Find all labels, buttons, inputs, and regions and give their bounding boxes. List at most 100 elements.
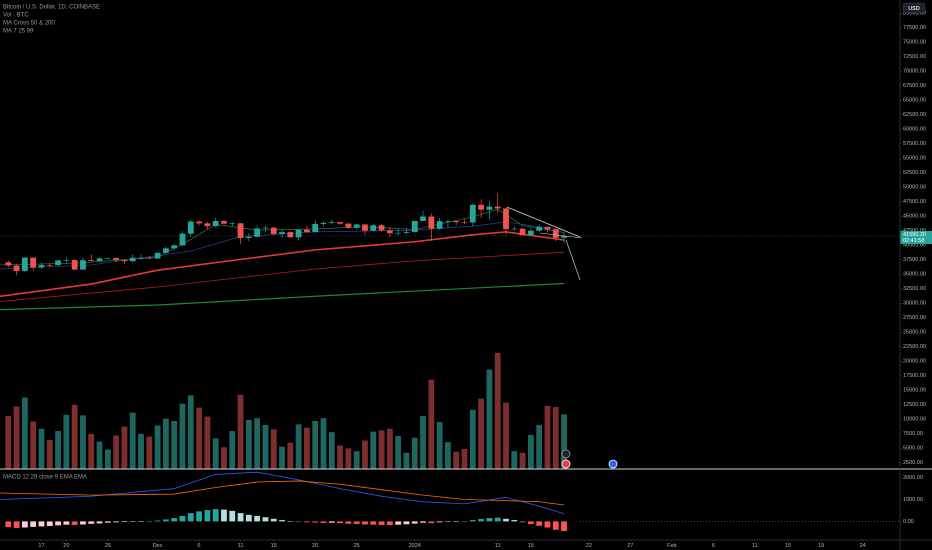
y-tick-label: 15000.00	[903, 388, 926, 394]
volume-bar	[478, 398, 485, 469]
candle-body	[362, 224, 368, 231]
macd-histogram-bar	[461, 521, 468, 522]
macd-histogram-bar	[187, 513, 194, 522]
candle-body	[420, 216, 426, 221]
macd-histogram-bar	[395, 521, 402, 525]
countdown-label: 02:41:58	[903, 238, 924, 244]
volume-bar	[63, 414, 70, 469]
volume-bar	[411, 437, 418, 469]
currency-button[interactable]	[902, 2, 926, 14]
macd-histogram-bar	[561, 521, 567, 532]
macd-title: MACD 12 26 close 9 EMA EMA	[3, 475, 87, 481]
volume-bar	[171, 420, 178, 469]
y-tick-label: 80000.00	[903, 11, 926, 17]
candle-body	[154, 252, 161, 259]
volume-bar	[544, 405, 551, 469]
candle-body	[453, 221, 460, 223]
volume-bar	[519, 452, 526, 469]
macd-histogram-bar	[494, 517, 501, 522]
candle-body	[212, 221, 219, 227]
macd-histogram-bar	[469, 520, 476, 522]
y-tick-label: 30000.00	[903, 301, 926, 307]
x-tick-label: 27	[627, 543, 633, 549]
macd-histogram-bar	[328, 521, 335, 523]
candle-body	[129, 257, 136, 262]
volume-bar	[378, 430, 385, 469]
candle-body	[536, 226, 543, 231]
y-tick-label: 75000.00	[903, 40, 926, 46]
volume-bar	[21, 397, 28, 469]
y-tick-label: 70000.00	[903, 69, 926, 75]
y-tick-label: 27500.00	[903, 315, 926, 321]
macd-histogram-bar	[121, 521, 128, 523]
x-tick-label: 20	[312, 543, 318, 549]
candle-body	[270, 227, 277, 234]
y-tick-label: 37500.00	[903, 257, 926, 263]
event-icon[interactable]	[561, 449, 571, 459]
volume-bar	[511, 451, 518, 469]
candle-body	[204, 223, 211, 227]
y-tick-label: 72500.00	[903, 54, 926, 60]
macd-histogram-bar	[386, 521, 393, 526]
x-tick-label: 6	[712, 543, 715, 549]
macd-histogram-bar	[80, 521, 86, 525]
volume-bar	[561, 414, 567, 469]
candle-body	[511, 228, 518, 230]
y-tick-label: 67500.00	[903, 83, 926, 89]
macd-histogram-bar	[146, 521, 153, 522]
candle-body	[527, 230, 534, 236]
event-icon[interactable]	[561, 459, 571, 469]
macd-histogram-bar	[46, 521, 53, 526]
volume-bar	[436, 422, 443, 469]
macd-histogram-bar	[129, 521, 136, 522]
x-tick-label: 25	[354, 543, 360, 549]
macd-histogram-bar	[13, 521, 20, 528]
x-tick-label: 19	[818, 543, 824, 549]
candle-body	[370, 225, 377, 231]
candle-body	[403, 232, 410, 233]
macd-histogram-bar	[221, 509, 227, 522]
volume-bar	[461, 448, 468, 469]
volume-bar	[262, 424, 269, 469]
y-tick-label: 25000.00	[903, 330, 926, 336]
x-tick-label: 15	[528, 543, 534, 549]
y-tick-label: 65000.00	[903, 98, 926, 104]
volume-bar	[196, 407, 202, 469]
volume-bar	[254, 418, 261, 469]
y-tick-label: 55000.00	[903, 156, 926, 162]
macd-histogram-bar	[478, 519, 485, 522]
volume-bar	[88, 433, 95, 469]
macd-histogram-bar	[428, 521, 435, 524]
volume-bar	[204, 416, 211, 469]
y-tick-label: 52500.00	[903, 170, 926, 176]
volume-bar	[386, 428, 393, 469]
macd-histogram-bar	[179, 515, 186, 522]
event-icon[interactable]	[608, 459, 618, 469]
macd-histogram-bar	[71, 521, 78, 525]
volume-bar	[312, 420, 319, 469]
moving-average-line	[0, 282, 565, 311]
candle-body	[13, 265, 20, 272]
candle-body	[237, 223, 244, 239]
candle-body	[411, 220, 418, 233]
candle-body	[104, 257, 111, 259]
trend-line	[506, 206, 581, 238]
candle-body	[121, 259, 128, 262]
macd-histogram-bar	[420, 521, 426, 523]
moving-average-line	[0, 251, 565, 302]
candle-body	[88, 260, 95, 261]
volume-bar	[295, 424, 302, 469]
volume-bar	[453, 451, 460, 469]
macd-histogram-bar	[320, 521, 327, 523]
candle-body	[146, 257, 153, 259]
volume-bar	[5, 415, 12, 469]
macd-histogram-bar	[503, 518, 509, 522]
macd-histogram-bar	[270, 518, 277, 522]
macd-macd-line	[0, 471, 565, 515]
y-tick-label: 50000.00	[903, 185, 926, 191]
candle-body	[353, 224, 360, 228]
macd-histogram-bar	[21, 521, 28, 528]
macd-histogram-bar	[113, 521, 120, 523]
y-tick-label: 7500.00	[903, 431, 923, 437]
candle-body	[395, 232, 402, 234]
